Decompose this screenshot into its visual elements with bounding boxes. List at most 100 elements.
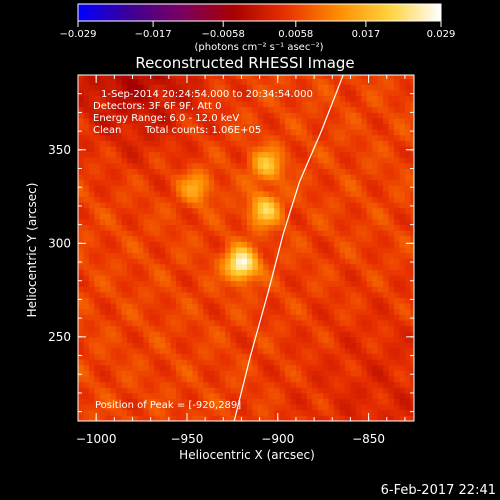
heatmap-cell <box>88 106 95 113</box>
heatmap-cell <box>148 303 155 310</box>
heatmap-cell <box>137 392 144 399</box>
heatmap-cell <box>377 230 384 237</box>
heatmap-cell <box>143 89 150 96</box>
heatmap-cell <box>274 213 280 220</box>
heatmap-cell <box>219 241 226 248</box>
heatmap-cell <box>116 224 122 231</box>
heatmap-cell <box>230 95 237 102</box>
heatmap-cell <box>394 308 400 315</box>
heatmap-cell <box>274 118 280 125</box>
heatmap-cell <box>137 336 144 343</box>
heatmap-cell <box>366 398 373 405</box>
heatmap-cell <box>263 387 270 394</box>
heatmap-cell <box>186 230 193 237</box>
heatmap-cell <box>105 123 112 130</box>
heatmap-cell <box>268 263 275 270</box>
heatmap-cell <box>165 78 172 85</box>
heatmap-cell <box>252 325 259 332</box>
heatmap-cell <box>121 280 128 287</box>
heatmap-cell <box>257 303 264 310</box>
heatmap-cell <box>94 230 101 237</box>
heatmap-cell <box>186 134 193 141</box>
heatmap-cell <box>361 151 368 158</box>
heatmap-cell <box>350 247 357 254</box>
heatmap-cell <box>116 376 122 383</box>
heatmap-cell <box>246 157 253 164</box>
heatmap-cell <box>404 297 411 304</box>
heatmap-cell <box>290 202 297 209</box>
heatmap-cell <box>197 353 204 360</box>
heatmap-cell <box>383 370 389 377</box>
heatmap-cell <box>290 118 297 125</box>
heatmap-cell <box>94 95 101 102</box>
heatmap-cell <box>377 213 384 220</box>
heatmap-cell <box>306 213 313 220</box>
heatmap-cell <box>252 364 259 371</box>
heatmap-cell <box>197 202 204 209</box>
heatmap-cell <box>274 280 280 287</box>
heatmap-cell <box>339 392 346 399</box>
heatmap-cell <box>377 129 384 136</box>
heatmap-cell <box>192 179 199 186</box>
heatmap-cell <box>268 398 275 405</box>
heatmap-cell <box>94 140 101 147</box>
heatmap-cell <box>372 392 379 399</box>
heatmap-cell <box>290 190 297 197</box>
heatmap-cell <box>246 308 253 315</box>
heatmap-cell <box>274 342 280 349</box>
heatmap-cell <box>328 190 335 197</box>
heatmap-cell <box>301 353 308 360</box>
heatmap-cell <box>355 84 362 91</box>
heatmap-cell <box>176 190 182 197</box>
heatmap-cell <box>339 179 346 186</box>
heatmap-cell <box>236 196 242 203</box>
heatmap-cell <box>176 179 182 186</box>
heatmap-cell <box>159 101 166 108</box>
heatmap-cell <box>323 202 330 209</box>
heatmap-cell <box>208 168 215 175</box>
heatmap-cell <box>246 95 253 102</box>
heatmap-cell <box>137 134 144 141</box>
heatmap-cell <box>78 162 84 169</box>
heatmap-cell <box>121 89 128 96</box>
heatmap-cell <box>350 235 357 242</box>
heatmap-cell <box>334 359 340 366</box>
heatmap-cell <box>350 207 357 214</box>
heatmap-cell <box>154 106 161 113</box>
heatmap-cell <box>290 269 297 276</box>
heatmap-cell <box>290 84 297 91</box>
heatmap-cell <box>137 342 144 349</box>
heatmap-cell <box>116 89 122 96</box>
heatmap-cell <box>246 286 253 293</box>
heatmap-cell <box>127 331 133 338</box>
heatmap-cell <box>94 112 101 119</box>
heatmap-cell <box>339 353 346 360</box>
heatmap-cell <box>257 179 264 186</box>
heatmap-cell <box>143 140 150 147</box>
heatmap-cell <box>99 336 106 343</box>
heatmap-cell <box>154 263 161 270</box>
heatmap-cell <box>116 308 122 315</box>
heatmap-cell <box>334 230 340 237</box>
heatmap-cell <box>219 106 226 113</box>
heatmap-cell <box>350 392 357 399</box>
heatmap-cell <box>344 118 351 125</box>
heatmap-cell <box>170 140 177 147</box>
heatmap-cell <box>355 140 362 147</box>
heatmap-cell <box>225 364 231 371</box>
heatmap-cell <box>165 230 172 237</box>
heatmap-cell <box>214 247 221 254</box>
heatmap-cell <box>301 213 308 220</box>
heatmap-cell <box>328 392 335 399</box>
heatmap-cell <box>399 280 406 287</box>
heatmap-cell <box>192 331 199 338</box>
heatmap-cell <box>121 219 128 226</box>
heatmap-cell <box>246 207 253 214</box>
heatmap-cell <box>192 207 199 214</box>
heatmap-cell <box>388 84 395 91</box>
heatmap-cell <box>339 78 346 85</box>
heatmap-cell <box>143 398 150 405</box>
heatmap-cell <box>361 146 368 153</box>
heatmap-cell <box>105 364 112 371</box>
heatmap-cell <box>78 219 84 226</box>
